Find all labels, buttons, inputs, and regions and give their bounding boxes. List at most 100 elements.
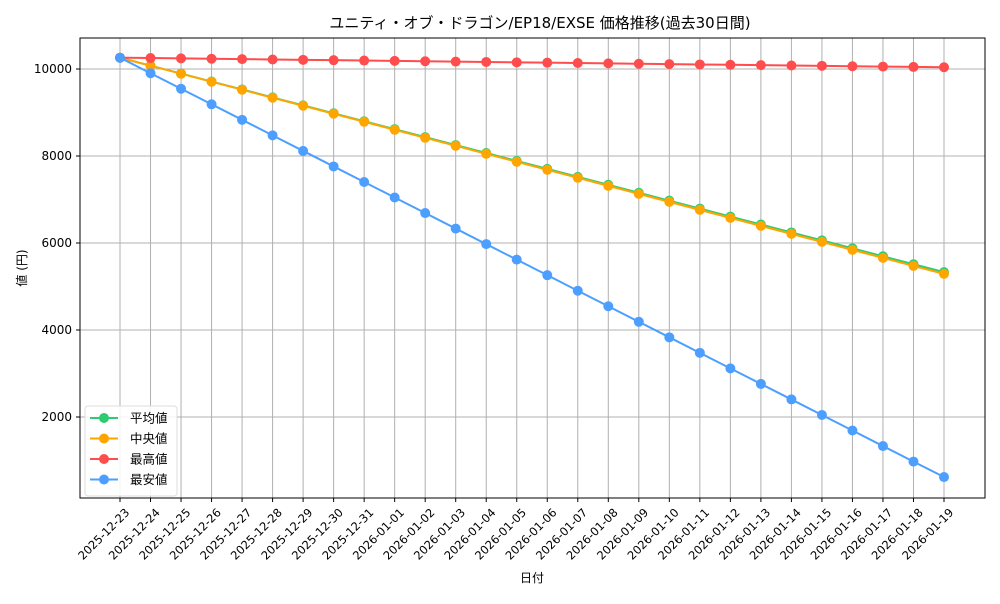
series-layer [115, 52, 949, 483]
data-point [847, 61, 858, 72]
data-point [267, 54, 278, 65]
data-point [603, 301, 614, 312]
series-line [119, 56, 945, 69]
y-tick-label: 6000 [41, 236, 72, 250]
data-point [603, 58, 614, 69]
legend-marker [99, 413, 109, 423]
chart-title: ユニティ・オブ・ドラゴン/EP18/EXSE 価格推移(過去30日間) [329, 14, 750, 32]
data-point [816, 60, 827, 71]
data-point [511, 254, 522, 265]
data-point [725, 363, 736, 374]
data-point [237, 114, 248, 125]
grid [80, 38, 985, 498]
data-point [359, 176, 370, 187]
y-tick-label: 2000 [41, 410, 72, 424]
data-point [176, 83, 187, 94]
data-point [939, 472, 949, 483]
data-point [633, 316, 644, 327]
data-point [389, 124, 400, 135]
series-line [119, 56, 945, 275]
data-point [359, 116, 370, 127]
data-point [664, 332, 675, 343]
data-point [603, 180, 614, 191]
data-point [511, 57, 522, 68]
data-point [908, 260, 919, 271]
data-point [298, 100, 309, 111]
data-point [420, 208, 431, 219]
legend-label: 最高値 [130, 452, 168, 467]
data-point [847, 425, 858, 436]
data-point [328, 108, 339, 119]
data-point [450, 223, 461, 234]
data-point [328, 55, 339, 66]
data-point [115, 52, 125, 63]
data-point [755, 220, 766, 231]
data-point [694, 204, 705, 215]
legend-label: 平均値 [130, 411, 168, 426]
data-point [481, 56, 492, 67]
data-point [237, 84, 248, 95]
data-point [206, 76, 217, 87]
y-tick-label: 10000 [34, 62, 72, 76]
data-point [664, 59, 675, 70]
legend-marker [99, 433, 109, 444]
data-point [786, 228, 797, 239]
plot-frame [79, 37, 986, 499]
data-point [389, 55, 400, 66]
data-point [694, 59, 705, 70]
data-point [176, 53, 187, 64]
data-point [145, 53, 156, 64]
data-point [267, 92, 278, 103]
legend-marker [99, 454, 109, 464]
data-point [359, 55, 370, 66]
y-axis-label: 値 (円) [14, 249, 29, 286]
data-point [572, 285, 583, 296]
data-point [664, 196, 675, 207]
data-point [572, 172, 583, 183]
data-point [542, 164, 553, 175]
data-point [542, 57, 553, 68]
data-point [298, 54, 309, 65]
data-point [908, 61, 919, 72]
data-point [633, 188, 644, 199]
data-point [725, 212, 736, 223]
series-2 [115, 52, 949, 73]
data-point [847, 244, 858, 255]
data-point [908, 456, 919, 467]
data-point [237, 54, 248, 65]
data-point [786, 60, 797, 71]
series-line [119, 56, 945, 478]
legend-label: 中央値 [130, 431, 168, 446]
legend-marker [99, 474, 109, 485]
data-point [877, 441, 888, 452]
data-point [389, 192, 400, 203]
data-point [755, 60, 766, 71]
data-point [145, 68, 156, 79]
data-point [328, 161, 339, 172]
data-point [816, 236, 827, 247]
data-point [176, 68, 187, 79]
series-1 [115, 52, 949, 279]
y-axis: 2000 4000 6000 8000 10000 [34, 62, 80, 424]
x-axis-label: 日付 [520, 571, 544, 585]
data-point [633, 58, 644, 69]
data-point [755, 378, 766, 389]
data-point [145, 60, 156, 71]
data-point [816, 409, 827, 420]
y-tick-label: 4000 [41, 323, 72, 337]
data-point [939, 62, 949, 73]
data-point [450, 140, 461, 151]
data-point [420, 132, 431, 143]
legend-label: 最安値 [130, 472, 168, 487]
data-point [542, 270, 553, 281]
series-3 [115, 52, 949, 483]
data-point [420, 56, 431, 67]
data-point [694, 347, 705, 358]
data-point [511, 156, 522, 167]
data-point [267, 130, 278, 141]
data-point [450, 56, 461, 67]
data-point [298, 145, 309, 156]
data-point [481, 239, 492, 250]
